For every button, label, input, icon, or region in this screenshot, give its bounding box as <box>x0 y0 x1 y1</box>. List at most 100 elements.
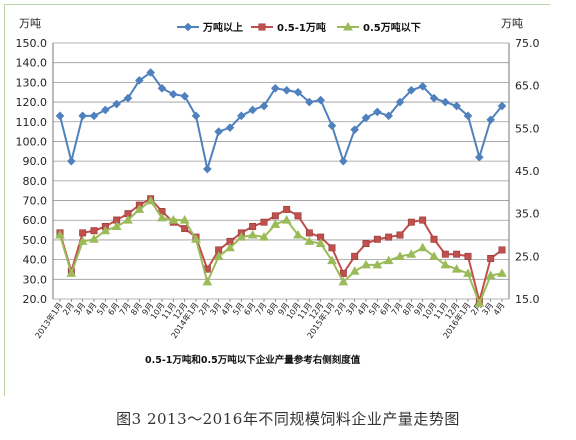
data-point <box>293 229 303 239</box>
data-point <box>168 215 179 224</box>
data-point <box>89 111 99 121</box>
data-point <box>181 225 189 233</box>
data-point <box>271 212 279 220</box>
data-point <box>157 83 167 93</box>
data-point <box>55 111 65 121</box>
chart-background <box>5 5 551 397</box>
data-point <box>100 225 111 235</box>
data-point <box>145 195 156 205</box>
left-tick-label: 40.0 <box>23 254 48 267</box>
left-tick-label: 80.0 <box>23 175 48 188</box>
data-point <box>259 232 269 241</box>
data-point <box>384 111 393 121</box>
data-point <box>430 235 438 243</box>
data-point <box>77 236 88 245</box>
data-point <box>112 99 121 109</box>
data-point <box>328 244 336 252</box>
left-tick-label: 20.0 <box>23 293 48 306</box>
data-point <box>294 212 302 220</box>
data-point <box>203 164 212 174</box>
data-point <box>180 91 189 101</box>
scale-note: 0.5-1万吨和0.5万吨以下企业产量参考右侧刻度值 <box>145 354 361 366</box>
data-point <box>485 270 496 280</box>
data-point <box>305 97 314 107</box>
data-point <box>283 205 291 213</box>
data-point <box>304 236 315 245</box>
data-point <box>260 218 268 226</box>
data-point <box>270 219 281 228</box>
data-point <box>101 105 110 115</box>
right-tick-label: 15.0 <box>515 293 540 306</box>
left-tick-label: 120.0 <box>16 96 48 109</box>
data-point <box>225 242 235 252</box>
left-axis-ticks: 20.0 30.0 40.0 50.0 60.0 70.0 80.0 90.0 100.0 110… <box>16 37 48 306</box>
line-chart: 万吨 万吨 20.0 30.0 40.0 50.0 60.0 70.0 80.0 90.0 10… <box>5 5 551 397</box>
data-point <box>79 229 87 237</box>
data-point <box>361 113 371 123</box>
data-point <box>305 229 313 237</box>
data-point <box>362 240 370 247</box>
data-point <box>441 250 449 258</box>
data-point <box>361 259 371 269</box>
left-tick-label: 130.0 <box>16 76 48 89</box>
data-point <box>191 234 201 243</box>
data-point <box>236 232 247 241</box>
data-point <box>146 68 155 77</box>
left-tick-label: 30.0 <box>23 273 48 286</box>
left-tick-label: 140.0 <box>16 57 48 70</box>
data-point <box>429 93 439 103</box>
data-point <box>497 101 507 111</box>
data-point <box>89 234 99 243</box>
data-point <box>475 152 484 162</box>
data-point <box>463 111 473 121</box>
data-point <box>395 251 405 260</box>
data-point <box>293 87 303 97</box>
right-tick-label: 55.0 <box>515 122 540 135</box>
data-point <box>66 268 77 277</box>
series-line <box>59 71 503 170</box>
series-line <box>59 199 503 306</box>
data-point <box>259 101 269 111</box>
data-point <box>419 216 427 224</box>
figure-caption: 图3 2013～2016年不同规模饲料企业产量走势图 <box>116 410 460 428</box>
legend-label: 0.5-1万吨 <box>277 21 326 34</box>
data-point <box>67 156 76 166</box>
legend: 万吨以上 0.5-1万吨 0.5万吨以下 <box>177 21 421 34</box>
left-tick-label: 50.0 <box>23 234 48 247</box>
data-point <box>464 252 472 260</box>
data-point <box>123 93 133 103</box>
right-axis-ticks: 15.0 25.0 35.0 45.0 55.0 65.0 75.0 <box>515 37 540 306</box>
left-tick-label: 100.0 <box>16 135 48 148</box>
data-point <box>191 111 201 121</box>
right-tick-label: 25.0 <box>515 250 540 263</box>
data-point <box>339 269 347 277</box>
series-layer <box>55 68 507 307</box>
data-point <box>407 85 416 95</box>
legend-label: 0.5万吨以下 <box>363 21 421 34</box>
data-point <box>315 238 326 248</box>
data-point <box>237 111 246 121</box>
data-point <box>373 107 382 117</box>
data-point <box>249 223 257 230</box>
data-point <box>407 218 415 226</box>
left-tick-label: 90.0 <box>23 155 48 168</box>
data-point <box>135 76 144 85</box>
data-point <box>396 231 404 239</box>
series-line <box>59 197 503 306</box>
data-point <box>395 97 405 107</box>
left-tick-label: 110.0 <box>16 116 48 129</box>
data-point <box>281 215 292 224</box>
data-point <box>349 266 360 275</box>
data-point <box>487 255 495 262</box>
data-point <box>111 221 122 230</box>
data-point <box>248 105 257 115</box>
data-point <box>417 242 428 252</box>
data-point <box>339 156 348 166</box>
data-point <box>169 89 178 99</box>
data-point <box>78 111 87 121</box>
data-point <box>282 85 291 95</box>
data-point <box>429 251 439 260</box>
legend-label: 万吨以上 <box>202 21 243 34</box>
data-point <box>327 121 337 131</box>
data-point <box>498 246 506 254</box>
